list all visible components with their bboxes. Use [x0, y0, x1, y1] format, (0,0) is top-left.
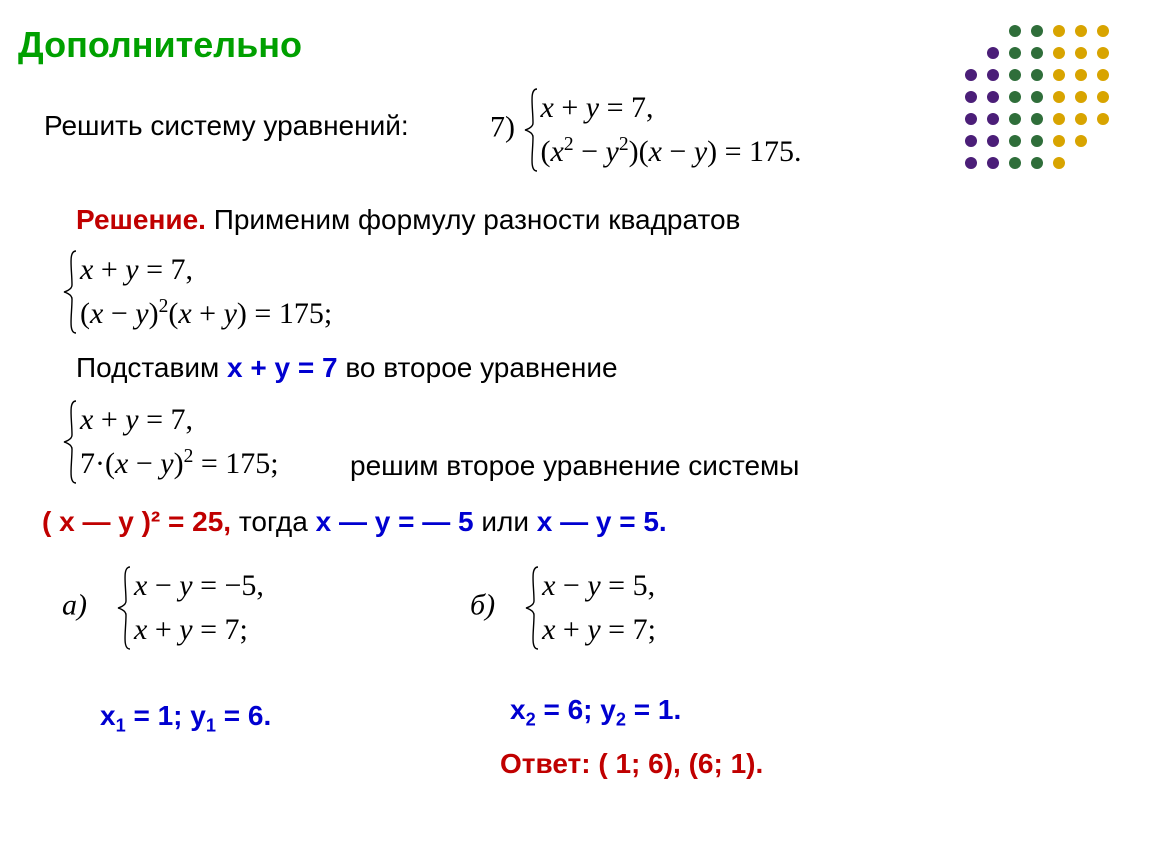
brace-icon — [523, 87, 541, 173]
case-a-label: а) — [62, 588, 87, 621]
solve-second-text: решим второе уравнение системы — [350, 450, 799, 482]
subst-post: во второе уравнение — [338, 352, 618, 383]
case-a-eq2: x + y = 7; — [134, 608, 264, 652]
brace-icon — [62, 249, 80, 335]
solution-b: x2 = 6; y2 = 1. — [510, 694, 681, 731]
sys0-eq1: x + y = 7, — [541, 86, 802, 130]
sys0-eq2: (x2 − y2)(x − y) = 175. — [541, 130, 802, 174]
case-a-eq1: x − y = −5, — [134, 564, 264, 608]
solution-a: x1 = 1; y1 = 6. — [100, 700, 271, 737]
brace-icon — [524, 565, 542, 651]
subst-eq: x + y = 7 — [227, 352, 338, 383]
sq-result: ( x — y )² = 25, — [42, 506, 231, 537]
substitute-line: Подставим x + y = 7 во второе уравнение — [76, 352, 618, 384]
problem-number: 7) — [490, 110, 515, 143]
case-b-label: б) — [470, 588, 495, 621]
sys1-eq2: (x − y)2(x + y) = 175; — [80, 292, 332, 336]
sq-or: или — [474, 506, 537, 537]
sys2-eq2: 7·(x − y)2 = 175; — [80, 442, 279, 486]
case-b-eq1: x − y = 5, — [542, 564, 656, 608]
solution-text: Применим формулу разности квадратов — [206, 204, 740, 235]
brace-icon — [116, 565, 134, 651]
brace-icon — [62, 399, 80, 485]
problem-label: Решить систему уравнений: — [44, 110, 409, 142]
solution-label: Решение. — [76, 204, 206, 235]
decorative-dots — [960, 20, 1114, 174]
subst-pre: Подставим — [76, 352, 227, 383]
sq-case2: x — y = 5. — [537, 506, 667, 537]
sys2-eq1: x + y = 7, — [80, 398, 279, 442]
square-result-line: ( x — y )² = 25, тогда x — y = — 5 или x… — [42, 506, 667, 538]
answer: Ответ: ( 1; 6), (6; 1). — [500, 748, 763, 780]
sq-then: тогда — [231, 506, 316, 537]
case-b-eq2: x + y = 7; — [542, 608, 656, 652]
sq-case1: x — y = — 5 — [316, 506, 474, 537]
sys1-eq1: x + y = 7, — [80, 248, 332, 292]
solution-line: Решение. Применим формулу разности квадр… — [76, 204, 740, 236]
page-title: Дополнительно — [18, 24, 302, 66]
